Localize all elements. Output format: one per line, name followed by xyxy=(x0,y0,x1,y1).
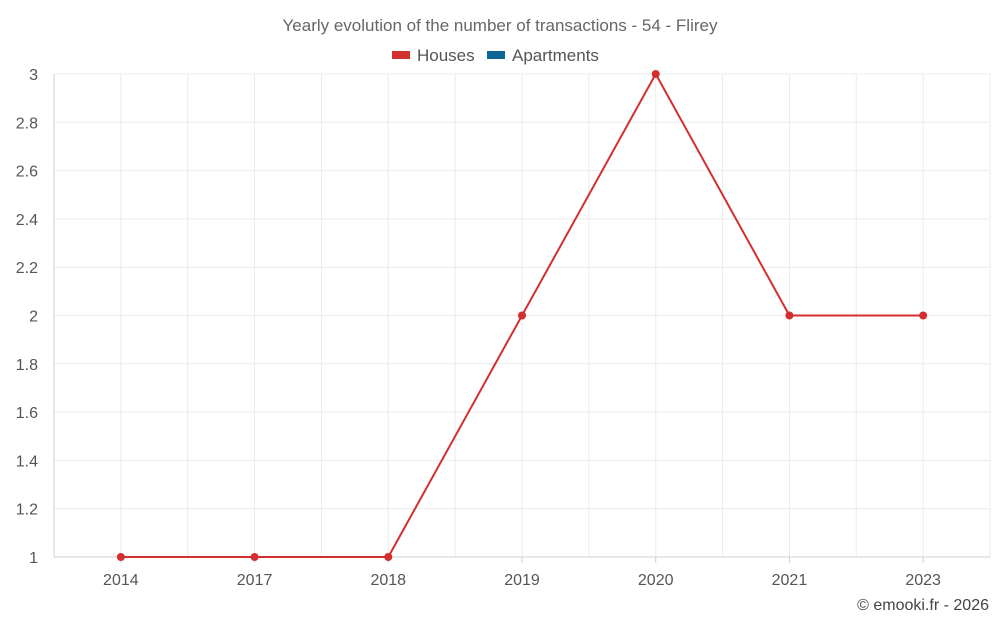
x-tick-label: 2014 xyxy=(103,572,139,589)
x-tick-label: 2018 xyxy=(370,572,406,589)
grid xyxy=(54,73,991,557)
y-tick-label: 1 xyxy=(29,550,38,567)
legend: Houses Apartments xyxy=(392,46,599,65)
y-tick-label: 2.4 xyxy=(16,212,38,229)
x-tick-label: 2017 xyxy=(237,572,273,589)
x-tick-label: 2019 xyxy=(504,572,540,589)
y-tick-label: 1.6 xyxy=(16,405,38,422)
series xyxy=(116,70,928,561)
legend-item-apartments[interactable]: Apartments xyxy=(487,46,599,65)
credit-text: © emooki.fr - 2026 xyxy=(857,597,989,614)
data-point-houses[interactable] xyxy=(651,70,660,78)
data-point-houses[interactable] xyxy=(384,553,393,561)
legend-item-houses[interactable]: Houses xyxy=(392,46,475,65)
y-tick-label: 1.8 xyxy=(16,357,38,374)
legend-label-houses: Houses xyxy=(417,46,475,65)
chart-title: Yearly evolution of the number of transa… xyxy=(283,16,718,35)
x-tick-label: 2020 xyxy=(638,572,674,589)
y-tick-label: 2 xyxy=(29,309,38,326)
data-point-houses[interactable] xyxy=(785,311,794,320)
legend-swatch-houses xyxy=(392,51,410,59)
data-point-houses[interactable] xyxy=(919,311,928,320)
y-tick-label: 1.4 xyxy=(16,453,38,470)
data-point-houses[interactable] xyxy=(250,553,259,561)
y-tick-label: 2.6 xyxy=(16,164,38,181)
y-tick-label: 2.2 xyxy=(16,260,38,277)
legend-swatch-apartments xyxy=(487,51,505,59)
y-tick-labels: 1 1.2 1.4 1.6 1.8 2 2.2 2.4 2.6 2.8 3 xyxy=(16,67,38,567)
y-tick-label: 1.2 xyxy=(16,502,38,519)
y-tick-label: 3 xyxy=(29,67,38,84)
x-tick-labels: 2014 2017 2018 2019 2020 2021 2023 xyxy=(103,572,941,589)
y-tick-label: 2.8 xyxy=(16,115,38,132)
x-tick-label: 2023 xyxy=(905,572,941,589)
data-point-houses[interactable] xyxy=(518,311,526,320)
data-point-houses[interactable] xyxy=(116,553,125,561)
x-tick-label: 2021 xyxy=(772,572,808,589)
legend-label-apartments: Apartments xyxy=(512,46,599,65)
